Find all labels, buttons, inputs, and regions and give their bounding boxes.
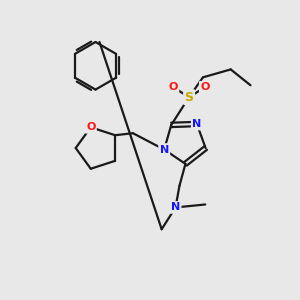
- Text: O: O: [169, 82, 178, 92]
- Text: N: N: [160, 145, 169, 154]
- Text: O: O: [200, 82, 210, 92]
- Text: S: S: [184, 91, 194, 104]
- Text: O: O: [86, 122, 95, 132]
- Text: N: N: [171, 202, 180, 212]
- Text: N: N: [192, 119, 202, 129]
